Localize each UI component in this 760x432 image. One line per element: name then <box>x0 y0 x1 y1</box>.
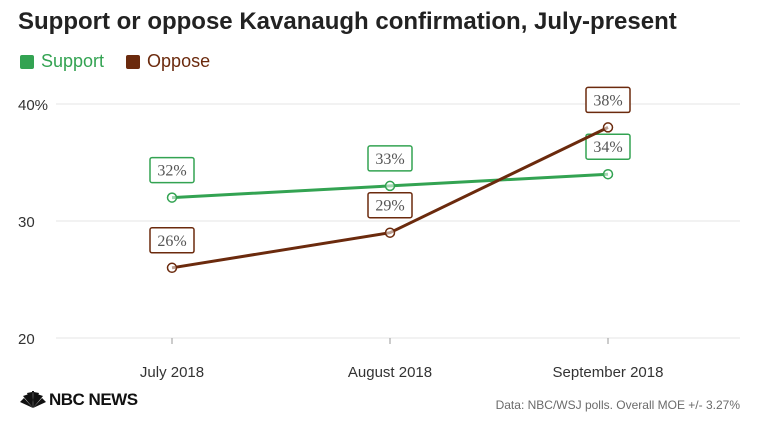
legend: Support Oppose <box>20 51 210 72</box>
nbc-news-logo: NBC NEWS <box>20 390 138 410</box>
data-label-support-1: 33% <box>375 151 404 168</box>
y-tick-label-40: 40% <box>18 97 48 114</box>
legend-swatch-oppose <box>126 54 141 69</box>
peacock-icon <box>20 391 46 408</box>
data-label-box-support-2 <box>585 133 631 160</box>
x-tick-label-1: August 2018 <box>348 364 432 381</box>
data-point-support-2 <box>602 168 614 180</box>
legend-label-support: Support <box>41 51 105 71</box>
data-label-support-2: 34% <box>593 139 622 156</box>
legend-item-oppose: Oppose <box>126 51 210 72</box>
data-label-oppose-2: 38% <box>593 92 622 109</box>
data-label-oppose-0: 26% <box>157 233 186 250</box>
data-point-oppose-0 <box>166 262 178 274</box>
data-label-support-0: 32% <box>157 163 186 180</box>
data-label-box-oppose-2 <box>585 86 631 114</box>
chart-title: Support or oppose Kavanaugh confirmation… <box>18 8 677 35</box>
data-label-box-support-1 <box>367 145 413 172</box>
data-label-box-oppose-1 <box>367 191 413 219</box>
legend-label-oppose: Oppose <box>147 51 211 71</box>
x-tick-label-0: July 2018 <box>140 364 204 381</box>
data-label-box-oppose-0 <box>149 227 195 254</box>
source-note: Data: NBC/WSJ polls. Overall MOE +/- 3.2… <box>495 398 740 412</box>
legend-swatch-support <box>20 54 34 69</box>
data-point-support-0 <box>166 192 178 203</box>
data-label-oppose-1: 29% <box>375 198 404 215</box>
x-tick-label-2: September 2018 <box>553 364 664 381</box>
data-point-oppose-1 <box>384 227 396 238</box>
data-point-support-1 <box>384 180 396 192</box>
data-point-oppose-2 <box>602 122 614 133</box>
y-tick-label-20: 20 <box>18 331 35 348</box>
y-tick-label-30: 30 <box>18 214 35 231</box>
legend-item-support: Support <box>20 51 104 72</box>
data-label-box-support-0 <box>149 156 195 184</box>
logo-text: NBC NEWS <box>49 390 138 409</box>
